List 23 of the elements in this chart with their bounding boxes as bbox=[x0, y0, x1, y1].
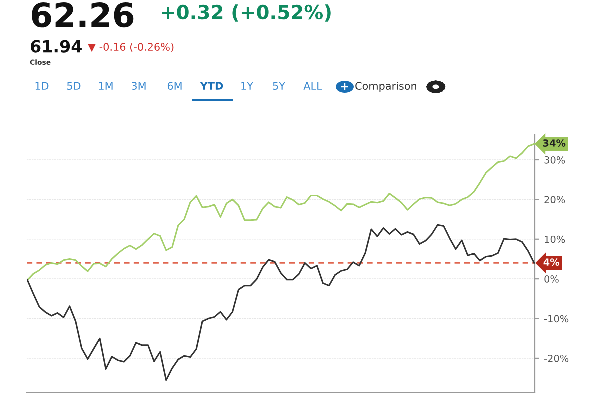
y-tick-label: 30% bbox=[544, 156, 566, 164]
y-tick-label: -10% bbox=[544, 315, 569, 323]
text: ▼ -0.16 (-0.26%) bbox=[88, 42, 174, 52]
text: +0.32 (+0.52%) bbox=[162, 4, 331, 22]
text: ALL bbox=[304, 82, 322, 90]
text: 5Y bbox=[273, 82, 286, 90]
text: 34% bbox=[543, 140, 566, 147]
line-series bbox=[27, 224, 535, 382]
text: 6M bbox=[168, 82, 182, 90]
ref-line-label: 4% bbox=[544, 258, 560, 266]
y-tick-label: 0% bbox=[544, 276, 559, 283]
y-tick-label: 10% bbox=[545, 236, 566, 244]
text: YTD bbox=[200, 82, 224, 90]
text: 61.94 bbox=[31, 40, 82, 53]
text: 3M bbox=[132, 82, 146, 90]
text: 5D bbox=[67, 82, 81, 90]
text: Comparison bbox=[356, 82, 416, 92]
y-tick-label: -20% bbox=[544, 354, 569, 362]
text: 1D bbox=[36, 82, 49, 90]
y-tick-label: 20% bbox=[544, 196, 566, 204]
text: 62.26 bbox=[32, 2, 134, 28]
text: 1Y bbox=[242, 82, 254, 90]
text: 1M bbox=[99, 82, 113, 90]
